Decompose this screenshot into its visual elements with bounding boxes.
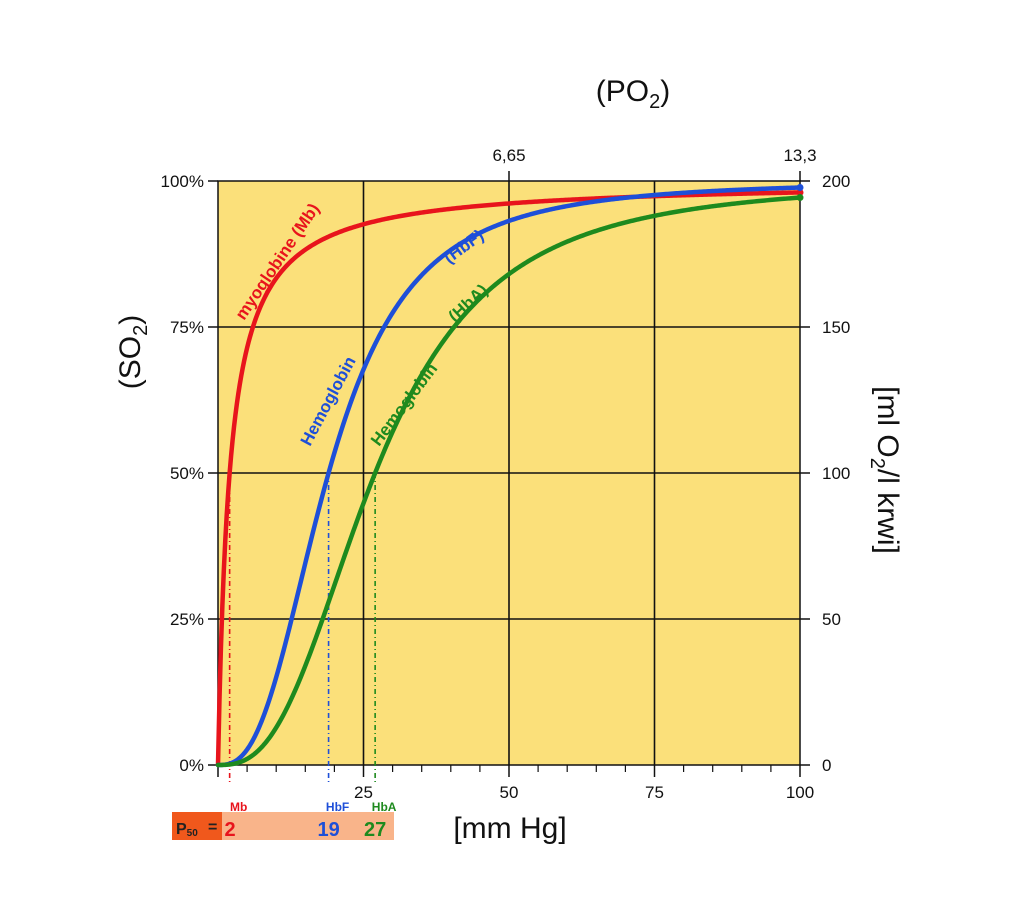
p50-label: P50: [176, 821, 198, 839]
curve-hbf: [215, 185, 803, 768]
p50-value-hba: 27: [364, 819, 386, 841]
p50-value-hbf: 19: [317, 819, 339, 841]
p50-equals: =: [208, 819, 217, 836]
y-left-tick-label: 75%: [170, 318, 204, 337]
x-tick-label: 25: [354, 783, 373, 802]
p50-value-mb: 2: [224, 819, 235, 841]
p50-marker-hbf: HbF: [326, 800, 349, 814]
x-tick-label: 75: [645, 783, 664, 802]
y-left-tick-labels: 0% 25% 50% 75% 100%: [161, 172, 204, 775]
p50-box: P50 = 2 19 27: [172, 812, 394, 841]
curves: [215, 184, 804, 768]
p50-label-bg: [172, 812, 222, 840]
p50-marker-hba: HbA: [372, 800, 397, 814]
curve-end-hba: [796, 194, 804, 202]
y-right-tick-label: 100: [822, 464, 850, 483]
y-left-axis-title: (SO2): [114, 315, 152, 389]
x-top-tick-label: 6,65: [492, 146, 525, 165]
x-axis-unit-label: [mm Hg]: [453, 812, 566, 845]
curve-mb: [215, 190, 803, 768]
y-left-tick-label: 25%: [170, 610, 204, 629]
plot-border: [217, 180, 801, 766]
y-right-tick-label: 200: [822, 172, 850, 191]
grid-lines: [208, 180, 810, 766]
y-right-tick-label: 50: [822, 610, 841, 629]
p50-drop-lines: Mb HbF HbA: [228, 473, 397, 814]
y-left-tick-label: 0%: [179, 756, 204, 775]
curve-hba: [215, 195, 803, 768]
p50-marker-mb: Mb: [230, 800, 247, 814]
x-tick-labels: 25 50 75 100: [354, 783, 814, 802]
y-left-tick-label: 100%: [161, 172, 204, 191]
y-right-axis-title: [ml O2/l krwi]: [866, 386, 904, 554]
y-left-tick-label: 50%: [170, 464, 204, 483]
x-top-tick-labels: 6,65 13,3: [492, 146, 816, 165]
curve-end-hbf: [796, 184, 804, 192]
top-axis-title: (PO2): [596, 75, 670, 113]
y-right-tick-labels: 0 50 100 150 200: [822, 172, 850, 775]
x-tick-label: 50: [500, 783, 519, 802]
y-right-tick-label: 150: [822, 318, 850, 337]
x-tick-label: 100: [786, 783, 814, 802]
curve-end-mb: [796, 188, 804, 196]
y-right-tick-label: 0: [822, 756, 831, 775]
x-top-tick-label: 13,3: [783, 146, 816, 165]
x-minor-ticks: [217, 171, 801, 777]
